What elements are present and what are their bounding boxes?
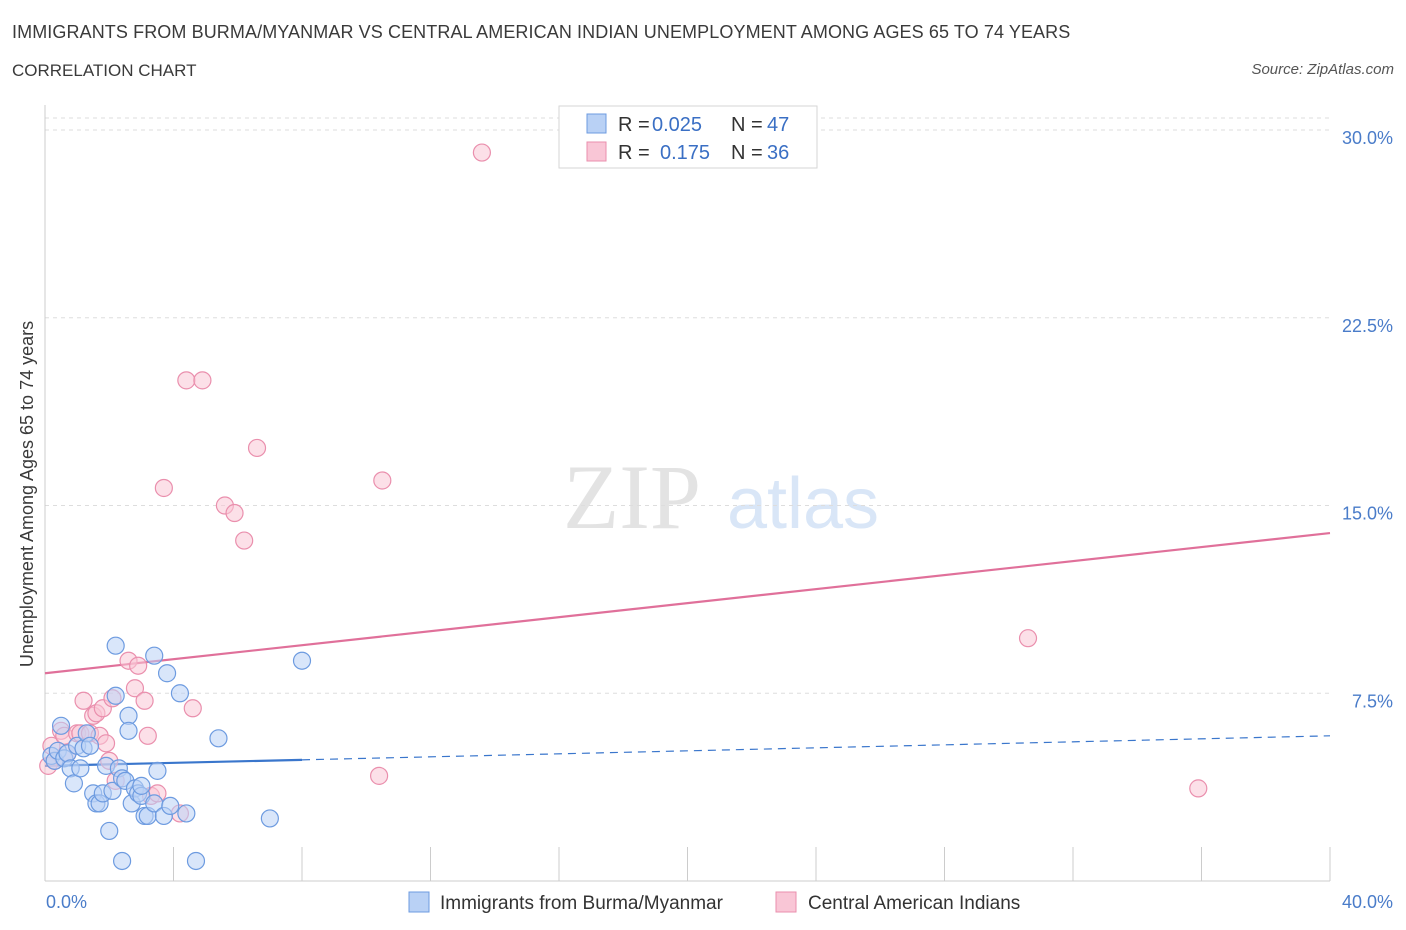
legend-n-label-pink: N = bbox=[731, 142, 763, 164]
blue-point-19 bbox=[103, 781, 122, 800]
legend-n-label-blue: N = bbox=[731, 114, 763, 136]
watermark-zip: ZIP bbox=[563, 446, 701, 548]
pink-point-38 bbox=[1189, 779, 1208, 798]
pink-point-21 bbox=[135, 691, 154, 710]
blue-point-24 bbox=[112, 851, 132, 871]
blue-point-45 bbox=[292, 651, 312, 670]
pink-point-8 bbox=[74, 691, 93, 710]
chart-title: IMMIGRANTS FROM BURMA/MYANMAR VS CENTRAL… bbox=[12, 22, 1071, 42]
grid-lines bbox=[45, 117, 1330, 694]
watermark-atlas: atlas bbox=[727, 464, 879, 544]
legend-r-label-pink: R = bbox=[618, 142, 650, 164]
x-tick-label-min: 0.0% bbox=[46, 892, 87, 912]
legend-r-value-pink: 0.175 bbox=[660, 142, 710, 164]
pink-point-31 bbox=[225, 503, 244, 523]
x-tick-label-max: 40.0% bbox=[1342, 892, 1393, 912]
blue-point-27 bbox=[119, 721, 138, 740]
pink-point-27 bbox=[177, 371, 196, 390]
blue-point-20 bbox=[106, 686, 125, 705]
pink-point-22 bbox=[138, 726, 157, 745]
blue-point-22 bbox=[106, 636, 125, 655]
pink-point-37 bbox=[1018, 629, 1038, 648]
legend-n-value-blue: 47 bbox=[767, 114, 789, 136]
trend-line-pink bbox=[44, 531, 1331, 675]
trend-line-blue-dashed bbox=[301, 735, 1331, 761]
bottom-legend-swatch-blue bbox=[408, 891, 430, 913]
pink-point-14 bbox=[96, 734, 116, 753]
blue-point-42 bbox=[186, 851, 206, 871]
blue-point-12 bbox=[80, 736, 100, 755]
pink-point-19 bbox=[125, 679, 145, 698]
blue-point-46 bbox=[132, 776, 151, 795]
y-tick-label-3: 30.0% bbox=[1342, 128, 1393, 148]
legend-swatch-pink bbox=[586, 141, 607, 162]
blue-point-18 bbox=[100, 821, 119, 841]
blue-point-39 bbox=[161, 796, 180, 816]
y-axis-label: Unemployment Among Ages 65 to 74 years bbox=[17, 321, 37, 667]
bottom-legend-label-pink: Central American Indians bbox=[808, 893, 1020, 914]
axes bbox=[44, 105, 1331, 882]
pink-point-28 bbox=[183, 699, 202, 718]
y-tick-label-0: 7.5% bbox=[1352, 691, 1393, 711]
blue-point-44 bbox=[260, 809, 279, 828]
source-credit: Source: ZipAtlas.com bbox=[1251, 61, 1394, 78]
legend-swatch-blue bbox=[586, 113, 607, 134]
bottom-legend-swatch-pink bbox=[775, 891, 797, 913]
points-burma-myanmar bbox=[42, 636, 312, 871]
blue-point-43 bbox=[209, 729, 228, 748]
legend-r-label-blue: R = bbox=[618, 114, 650, 136]
bottom-legend-label-blue: Immigrants from Burma/Myanmar bbox=[440, 893, 724, 914]
blue-point-36 bbox=[148, 761, 167, 780]
y-tick-label-2: 22.5% bbox=[1342, 316, 1393, 336]
legend-r-value-blue: 0.025 bbox=[652, 114, 702, 136]
pink-point-32 bbox=[235, 531, 254, 550]
legend-top: R = 0.025 N = 47 R = 0.175 N = 36 bbox=[558, 105, 818, 169]
pink-point-35 bbox=[370, 766, 389, 785]
pink-point-34 bbox=[373, 471, 392, 490]
pink-point-33 bbox=[247, 438, 267, 458]
blue-point-3 bbox=[51, 716, 71, 735]
y-tick-label-1: 15.0% bbox=[1342, 504, 1393, 524]
pink-point-29 bbox=[193, 371, 212, 390]
trend-lines bbox=[44, 531, 1331, 767]
blue-point-40 bbox=[170, 684, 190, 703]
blue-point-7 bbox=[64, 774, 84, 793]
y-tick-labels: 7.5% 15.0% 22.5% 30.0% bbox=[1342, 128, 1393, 711]
blue-point-9 bbox=[71, 759, 90, 778]
blue-point-35 bbox=[145, 646, 164, 665]
pink-point-36 bbox=[472, 143, 491, 162]
legend-bottom: Immigrants from Burma/Myanmar Central Am… bbox=[408, 891, 1020, 914]
blue-point-38 bbox=[157, 664, 177, 683]
legend-n-value-pink: 36 bbox=[767, 142, 789, 164]
chart-subtitle: CORRELATION CHART bbox=[12, 61, 197, 80]
pink-point-20 bbox=[129, 656, 148, 675]
blue-point-41 bbox=[177, 804, 196, 823]
pink-point-25 bbox=[154, 478, 173, 498]
